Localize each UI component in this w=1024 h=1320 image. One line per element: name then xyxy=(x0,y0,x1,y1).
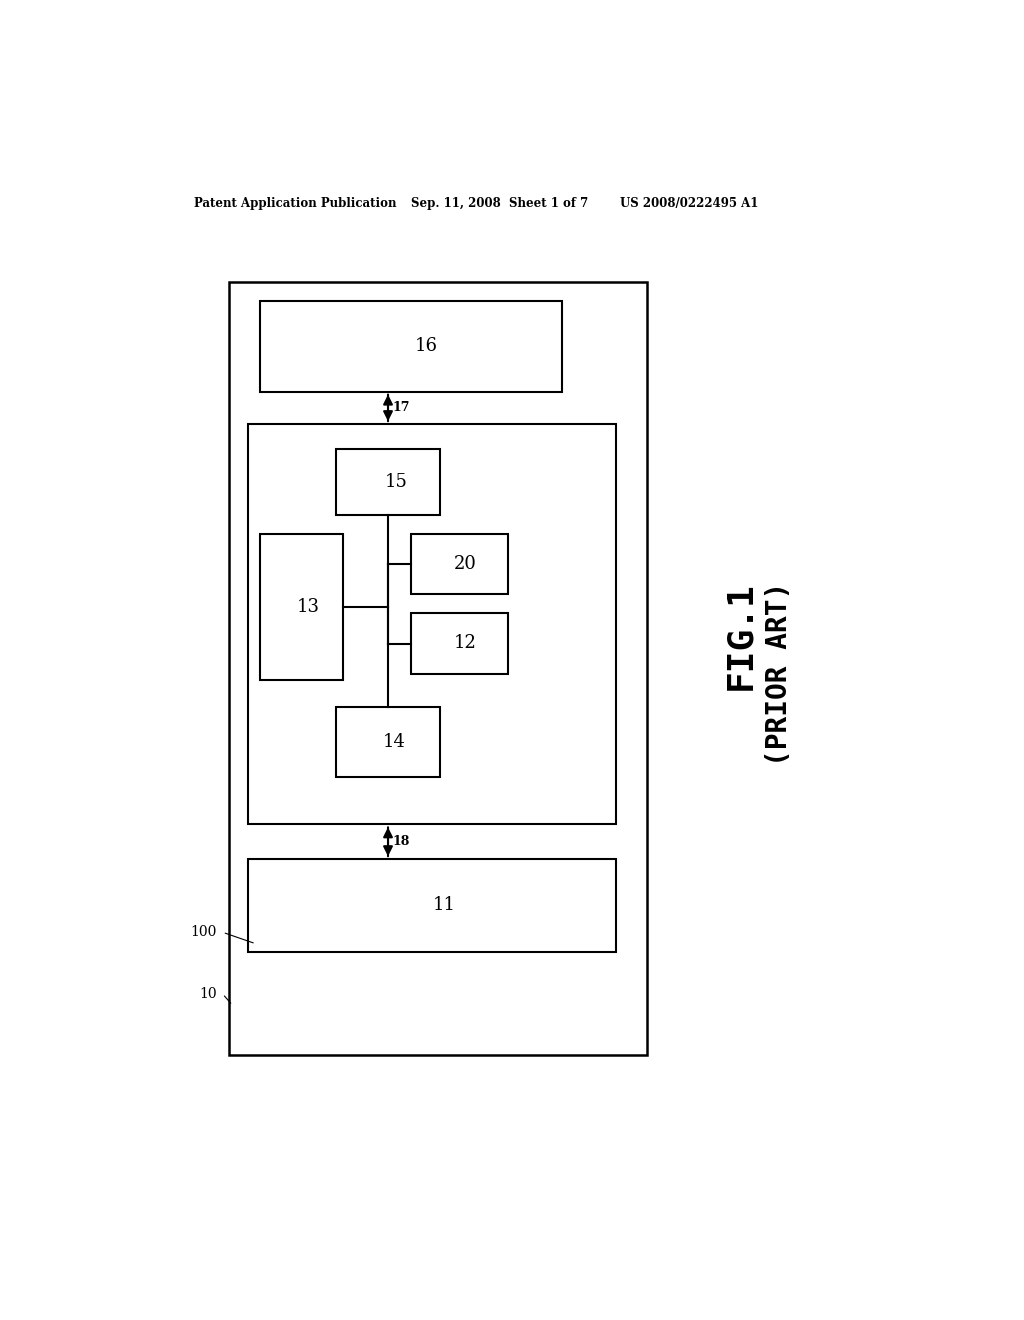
Text: 17: 17 xyxy=(392,401,411,414)
Text: 11: 11 xyxy=(432,896,456,915)
Text: 100: 100 xyxy=(190,925,217,940)
Bar xyxy=(336,449,440,515)
Bar xyxy=(228,281,647,1056)
Text: 20: 20 xyxy=(454,556,477,573)
Bar xyxy=(260,301,562,392)
Text: 18: 18 xyxy=(392,836,410,849)
Text: FIG.1: FIG.1 xyxy=(723,581,758,690)
Text: 14: 14 xyxy=(383,733,406,751)
Text: 10: 10 xyxy=(200,987,217,1001)
Bar xyxy=(248,859,616,952)
Text: US 2008/0222495 A1: US 2008/0222495 A1 xyxy=(621,197,759,210)
Text: 16: 16 xyxy=(415,338,438,355)
Bar xyxy=(248,424,616,825)
Text: 15: 15 xyxy=(384,473,408,491)
Text: 13: 13 xyxy=(296,598,319,616)
Text: 12: 12 xyxy=(454,635,477,652)
Bar xyxy=(336,708,440,776)
Bar xyxy=(411,535,508,594)
Bar xyxy=(260,535,343,681)
Bar xyxy=(411,612,508,675)
Text: Patent Application Publication: Patent Application Publication xyxy=(194,197,396,210)
Text: (PRIOR ART): (PRIOR ART) xyxy=(765,582,793,767)
Text: Sep. 11, 2008  Sheet 1 of 7: Sep. 11, 2008 Sheet 1 of 7 xyxy=(411,197,588,210)
